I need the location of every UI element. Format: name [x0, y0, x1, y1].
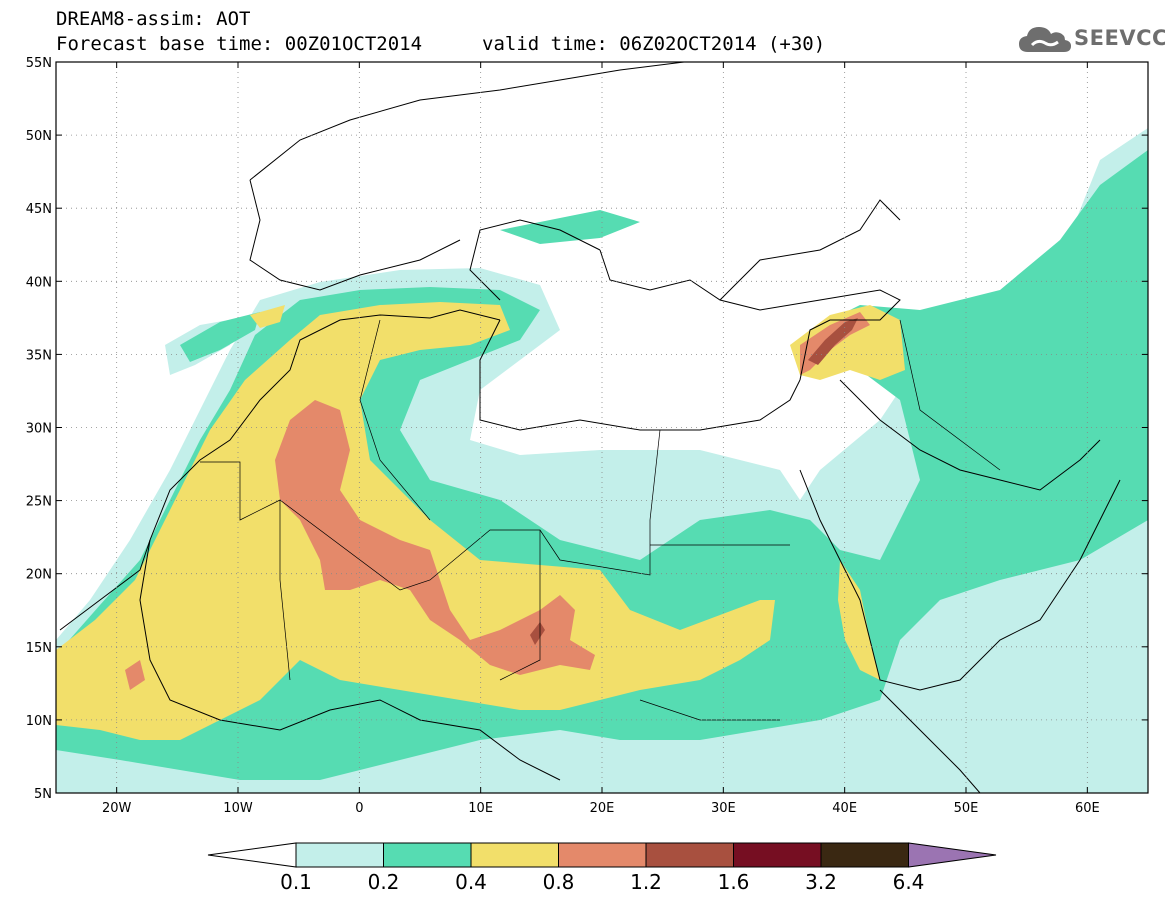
lat-tick-label: 55N — [26, 56, 52, 71]
graticule — [56, 62, 1148, 793]
logo-text: SEEVCCC — [1074, 26, 1165, 50]
lat-tick-label: 15N — [26, 641, 52, 656]
colorbar-under-arrow — [207, 842, 297, 868]
lat-tick-label: 20N — [26, 568, 52, 583]
colorbar-label: 1.2 — [630, 870, 662, 894]
colorbar-box — [383, 842, 472, 868]
lat-tick-label: 30N — [26, 422, 52, 437]
colorbar-label: 0.8 — [543, 870, 575, 894]
lon-tick-label: 60E — [1075, 801, 1100, 816]
seevccc-logo: SEEVCCC — [1018, 24, 1165, 56]
valid-time: valid time: 06Z02OCT2014 (+30) — [482, 33, 826, 55]
colorbar-box — [470, 842, 559, 868]
colorbar: 0.1 0.2 0.4 0.8 1.2 1.6 3.2 6.4 — [207, 842, 997, 894]
lat-tick-label: 35N — [26, 348, 52, 363]
lon-tick-label: 20E — [590, 801, 615, 816]
colorbar-label: 3.2 — [805, 870, 837, 894]
lon-tick-label: 50E — [954, 801, 979, 816]
map-plot-area — [56, 62, 1148, 793]
lon-tick-label: 30E — [711, 801, 736, 816]
lon-tick-label: 0 — [355, 801, 363, 816]
colorbar-box — [733, 842, 822, 868]
colorbar-box — [295, 842, 384, 868]
lat-tick-label: 10N — [26, 714, 52, 729]
colorbar-box — [558, 842, 647, 868]
lon-tick-label: 10W — [223, 801, 253, 816]
map-title: DREAM8-assim: AOT — [56, 8, 251, 30]
lat-tick-label: 50N — [26, 129, 52, 144]
colorbar-box — [645, 842, 734, 868]
lat-tick-label: 5N — [34, 787, 52, 802]
lat-tick-label: 40N — [26, 275, 52, 290]
cloud-icon — [1019, 27, 1071, 52]
lon-tick-label: 10E — [468, 801, 493, 816]
country-borders — [200, 319, 1001, 721]
lon-tick-label: 40E — [832, 801, 857, 816]
aot-contour-1.2 — [530, 318, 858, 645]
colorbar-label: 0.2 — [368, 870, 400, 894]
latitude-axis: 55N 50N 45N 40N 35N 30N 25N 20N 15N 10N 5N — [26, 56, 1148, 802]
coastlines — [59, 62, 1121, 793]
colorbar-label: 0.4 — [455, 870, 487, 894]
colorbar-over-arrow — [908, 842, 997, 868]
longitude-axis: 20W 10W 0 10E 20E 30E 40E 50E 60E — [102, 62, 1100, 816]
colorbar-label: 0.1 — [280, 870, 312, 894]
colorbar-label: 6.4 — [893, 870, 925, 894]
lat-tick-label: 25N — [26, 495, 52, 510]
lon-tick-label: 20W — [102, 801, 132, 816]
colorbar-label: 1.6 — [718, 870, 750, 894]
forecast-base-time: Forecast base time: 00Z01OCT2014 — [56, 33, 423, 55]
lat-tick-label: 45N — [26, 202, 52, 217]
colorbar-box — [820, 842, 909, 868]
